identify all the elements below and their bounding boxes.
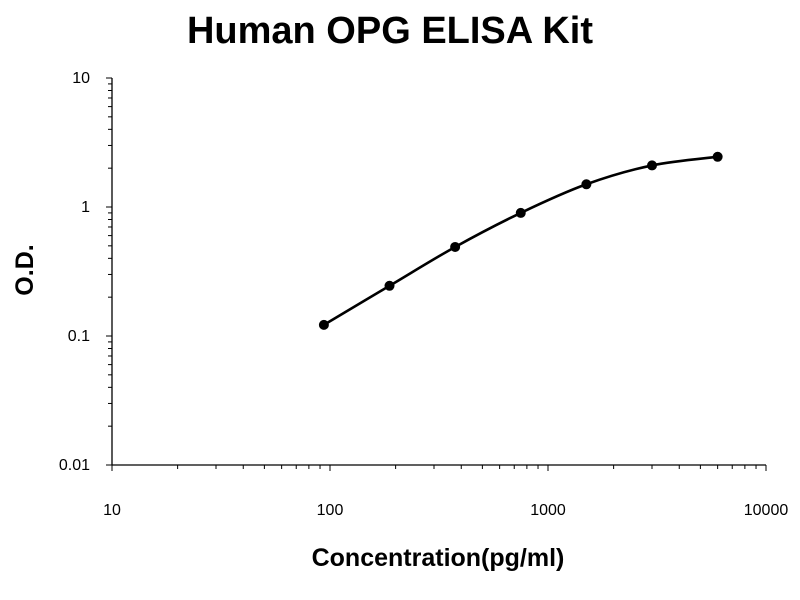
- x-axis-label: Concentration(pg/ml): [312, 544, 565, 572]
- data-point: [581, 179, 592, 190]
- axes: [111, 78, 766, 466]
- tick-marks: [106, 77, 767, 471]
- fitted-curve: [323, 155, 718, 326]
- data-point: [647, 160, 658, 171]
- data-point: [712, 151, 723, 162]
- y-axis-label: O.D.: [11, 244, 39, 295]
- x-tick-label: 100: [317, 502, 344, 519]
- y-tick-label: 10: [72, 70, 90, 87]
- data-points: [318, 151, 723, 330]
- x-tick-label: 1000: [530, 502, 566, 519]
- data-point: [384, 280, 395, 291]
- x-tick-label: 10: [103, 502, 121, 519]
- data-point: [515, 207, 526, 218]
- y-tick-label: 0.1: [68, 328, 90, 345]
- chart-title: Human OPG ELISA Kit: [186, 10, 594, 52]
- x-tick-label: 10000: [744, 502, 789, 519]
- y-tick-label: 1: [81, 199, 90, 216]
- data-point: [318, 319, 329, 330]
- tick-labels: 10 100 1000 10000 10 1 0.1 0.01: [59, 70, 788, 519]
- y-tick-label: 0.01: [59, 457, 90, 474]
- data-point: [450, 241, 461, 252]
